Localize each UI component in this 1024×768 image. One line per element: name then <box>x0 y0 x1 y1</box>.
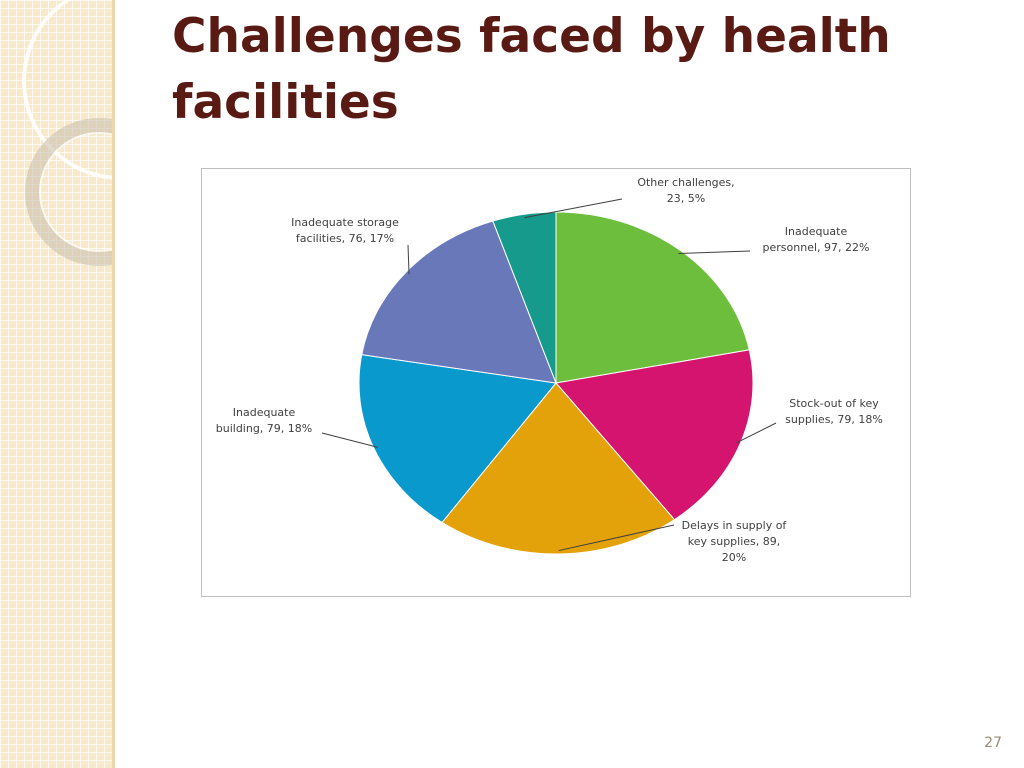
pie-slice-2 <box>441 382 676 555</box>
leader-line-1 <box>736 422 777 444</box>
slide-title: Challenges faced by health facilities <box>172 9 891 130</box>
data-label-0: Inadequate personnel, 97, 22% <box>763 225 870 254</box>
leader-line-2 <box>558 524 675 552</box>
data-label-line: facilities, 76, 17% <box>296 232 394 245</box>
pie-slice-0 <box>555 211 750 384</box>
data-label-line: key supplies, 89, <box>688 535 781 548</box>
data-label-line: Inadequate <box>233 406 296 419</box>
data-label-line: Delays in supply of <box>682 519 788 532</box>
data-label-line: 23, 5% <box>667 192 705 205</box>
pie-chart: Inadequate personnel, 97, 22% Stock-out of… <box>216 176 883 564</box>
data-label-line: 20% <box>722 551 746 564</box>
data-label-2: Delays in supply of key supplies, 89, 20% <box>682 519 788 564</box>
data-label-line: personnel, 97, 22% <box>763 241 870 254</box>
leader-line-3 <box>321 432 378 448</box>
data-label-line: Inadequate <box>785 225 848 238</box>
pie-slice-3 <box>358 354 557 524</box>
data-label-4: Inadequate storage facilities, 76, 17% <box>291 216 399 245</box>
pie-slice-4 <box>361 220 557 384</box>
data-label-line: Stock-out of key <box>789 397 879 410</box>
leader-line-5 <box>524 198 623 219</box>
leader-line-4 <box>407 244 410 275</box>
data-label-line: building, 79, 18% <box>216 422 313 435</box>
decorative-ring-small <box>25 118 112 266</box>
data-label-line: Inadequate storage <box>291 216 399 229</box>
chart-frame: Inadequate personnel, 97, 22% Stock-out of… <box>201 168 911 597</box>
decorative-side-panel <box>0 0 112 768</box>
data-label-5: Other challenges, 23, 5% <box>637 176 734 205</box>
page-number: 27 <box>984 735 1002 751</box>
data-label-3: Inadequate building, 79, 18% <box>216 406 313 435</box>
pie-slice-1 <box>555 349 754 521</box>
leader-line-0 <box>678 250 751 255</box>
data-label-line: Other challenges, <box>637 176 734 189</box>
data-label-1: Stock-out of key supplies, 79, 18% <box>785 397 883 426</box>
side-panel-edge <box>112 0 115 768</box>
data-label-line: supplies, 79, 18% <box>785 413 883 426</box>
